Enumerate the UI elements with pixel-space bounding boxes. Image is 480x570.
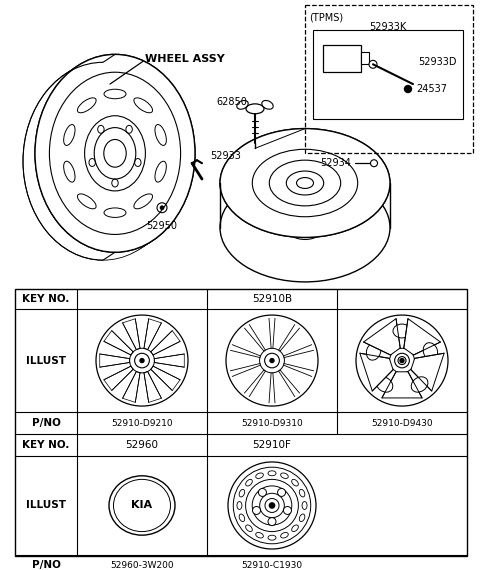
Ellipse shape	[64, 124, 75, 145]
Circle shape	[96, 315, 188, 406]
Polygon shape	[360, 353, 393, 391]
Circle shape	[134, 353, 149, 368]
Text: 52910-D9310: 52910-D9310	[241, 419, 303, 428]
Circle shape	[356, 315, 448, 406]
Circle shape	[258, 488, 266, 496]
Ellipse shape	[239, 514, 245, 522]
Text: 52933D: 52933D	[418, 58, 456, 67]
Bar	[361, 52, 369, 64]
Text: 52910F: 52910F	[252, 440, 291, 450]
Polygon shape	[363, 319, 400, 355]
Text: 52910-D9430: 52910-D9430	[371, 419, 433, 428]
Ellipse shape	[64, 161, 75, 182]
Ellipse shape	[300, 514, 305, 522]
Text: 52910-C1930: 52910-C1930	[241, 561, 302, 570]
Circle shape	[277, 488, 286, 496]
Text: KIA: KIA	[132, 500, 153, 511]
Text: ILLUST: ILLUST	[26, 356, 66, 365]
Polygon shape	[404, 319, 441, 355]
Ellipse shape	[134, 98, 153, 113]
Ellipse shape	[35, 54, 195, 253]
Circle shape	[228, 462, 316, 549]
Circle shape	[405, 86, 411, 92]
Text: KEY NO.: KEY NO.	[22, 294, 70, 304]
Ellipse shape	[256, 473, 264, 478]
Text: 52910-D9210: 52910-D9210	[111, 419, 173, 428]
Circle shape	[398, 357, 406, 365]
Text: (TPMS): (TPMS)	[309, 13, 343, 23]
Text: 52933: 52933	[210, 151, 241, 161]
Text: 52934: 52934	[320, 158, 351, 168]
Ellipse shape	[376, 377, 393, 392]
Text: P/NO: P/NO	[32, 418, 60, 429]
Ellipse shape	[281, 473, 288, 478]
Bar	[313, 30, 463, 119]
Text: P/NO: P/NO	[32, 560, 60, 570]
Ellipse shape	[220, 129, 390, 238]
Ellipse shape	[423, 343, 438, 360]
Ellipse shape	[281, 532, 288, 538]
Text: 52960-3W200: 52960-3W200	[110, 561, 174, 570]
Ellipse shape	[411, 377, 428, 392]
Circle shape	[395, 353, 409, 368]
Ellipse shape	[104, 89, 126, 99]
Circle shape	[268, 518, 276, 526]
Ellipse shape	[268, 471, 276, 476]
Ellipse shape	[366, 343, 381, 360]
Ellipse shape	[77, 98, 96, 113]
Polygon shape	[382, 372, 422, 398]
Ellipse shape	[220, 173, 390, 282]
Ellipse shape	[237, 502, 242, 510]
Circle shape	[269, 503, 275, 508]
Ellipse shape	[109, 476, 175, 535]
Ellipse shape	[256, 532, 264, 538]
Ellipse shape	[246, 104, 264, 114]
Text: KEY NO.: KEY NO.	[22, 440, 70, 450]
Text: WHEEL ASSY: WHEEL ASSY	[145, 54, 225, 64]
Ellipse shape	[134, 194, 153, 209]
Circle shape	[264, 353, 279, 368]
Circle shape	[270, 359, 274, 363]
Ellipse shape	[23, 62, 183, 260]
Text: 24537: 24537	[416, 84, 447, 94]
Ellipse shape	[292, 479, 299, 486]
Circle shape	[226, 315, 318, 406]
Text: 52910B: 52910B	[252, 294, 292, 304]
Ellipse shape	[246, 525, 252, 532]
Bar	[15, 289, 467, 556]
Circle shape	[160, 206, 164, 210]
Ellipse shape	[393, 324, 411, 338]
Ellipse shape	[237, 100, 248, 109]
Circle shape	[140, 359, 144, 363]
Ellipse shape	[302, 502, 307, 510]
Text: 52960: 52960	[125, 440, 158, 450]
Ellipse shape	[239, 490, 245, 497]
Text: 52950: 52950	[146, 221, 178, 230]
Ellipse shape	[104, 208, 126, 217]
Ellipse shape	[155, 161, 167, 182]
Text: 52933K: 52933K	[370, 22, 407, 32]
Ellipse shape	[32, 56, 192, 254]
Text: 62850: 62850	[216, 97, 247, 107]
Ellipse shape	[262, 100, 273, 109]
Bar	[305, 5, 473, 153]
Ellipse shape	[268, 535, 276, 540]
Ellipse shape	[246, 479, 252, 486]
Text: ILLUST: ILLUST	[26, 500, 66, 511]
Ellipse shape	[26, 60, 186, 258]
Circle shape	[284, 507, 291, 514]
Ellipse shape	[155, 124, 167, 145]
Bar	[323, 44, 361, 72]
Polygon shape	[411, 353, 444, 391]
Ellipse shape	[292, 525, 299, 532]
Ellipse shape	[369, 60, 377, 68]
Ellipse shape	[300, 490, 305, 497]
Circle shape	[252, 507, 261, 514]
Ellipse shape	[29, 58, 189, 256]
Circle shape	[400, 359, 404, 363]
Ellipse shape	[220, 129, 390, 238]
Ellipse shape	[77, 194, 96, 209]
